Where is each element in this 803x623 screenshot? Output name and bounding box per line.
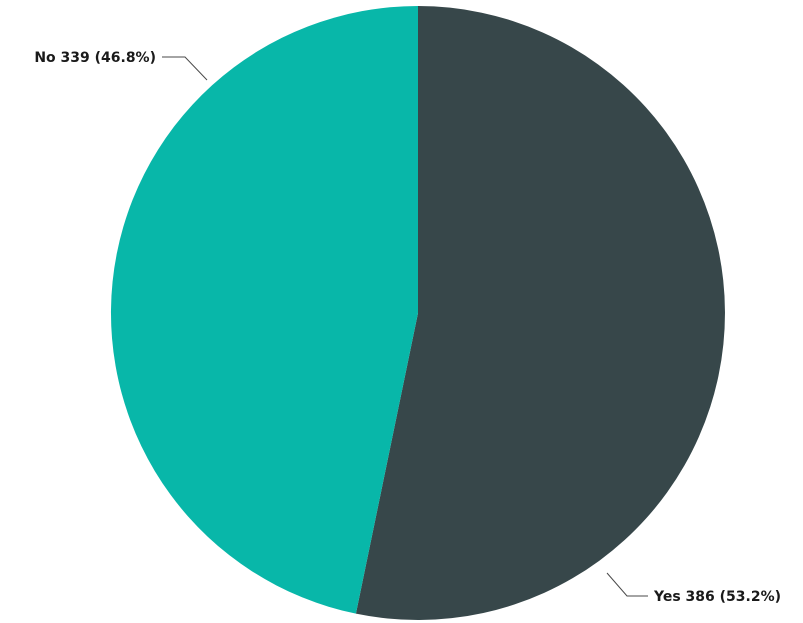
leader-line-yes [606,572,648,597]
pie-slice-no [110,6,418,614]
pie-slice-yes [355,6,725,621]
slice-label-yes: Yes 386 (53.2%) [653,589,781,605]
pie-slices [110,6,725,621]
leader-line-no [162,56,208,81]
slice-label-no: No 339 (46.8%) [34,50,156,66]
